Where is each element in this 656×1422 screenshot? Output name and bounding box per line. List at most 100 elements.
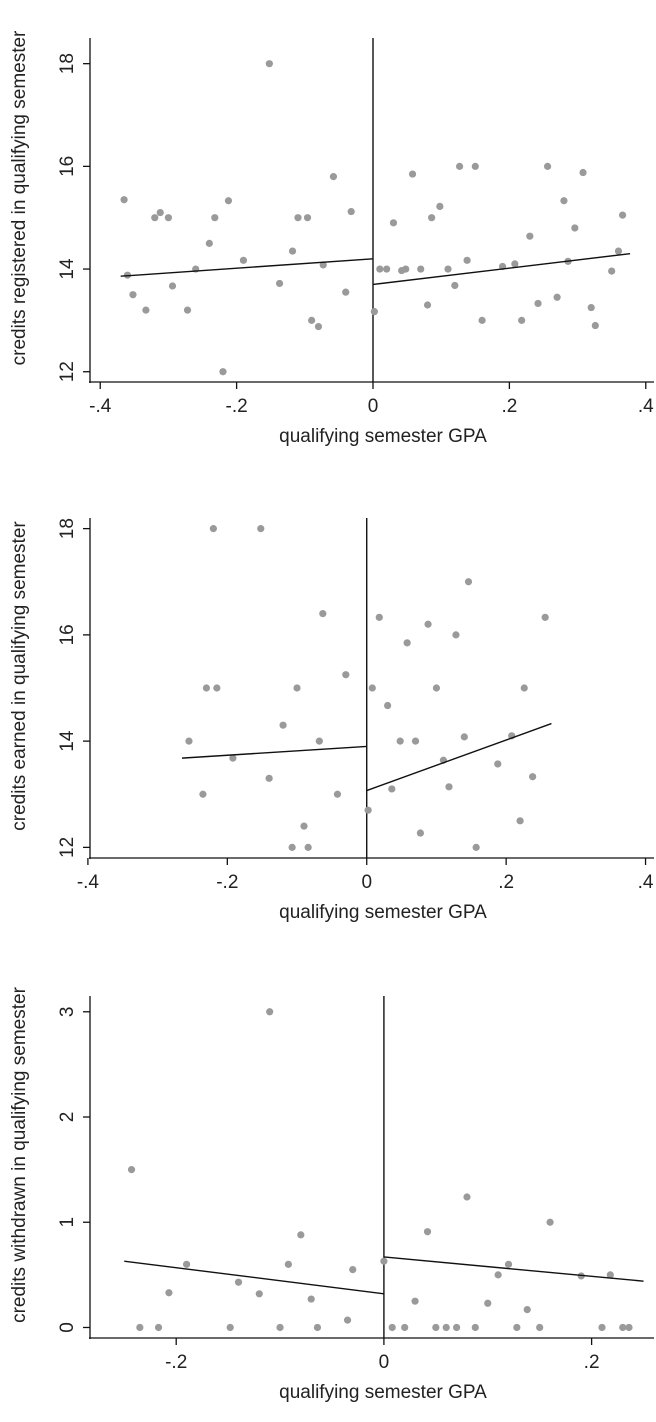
x-tick-label: -.4 [89,396,112,417]
fit-line-right [366,722,552,792]
x-tick-label: .2 [584,1352,600,1373]
data-point [432,684,441,692]
data-point [257,525,265,533]
data-point [463,1193,471,1201]
data-point [211,214,219,222]
x-axis-title: qualifying semester GPA [279,1382,487,1403]
data-point [284,1260,292,1268]
data-point [383,265,391,273]
data-point [471,1323,479,1332]
y-tick-label: 16 [57,156,78,177]
data-point [452,631,460,639]
data-point [293,684,301,692]
fit-line-left [120,258,374,277]
x-tick-label: .4 [638,396,654,417]
data-point [526,232,534,240]
y-tick-label: 2 [57,1112,78,1123]
data-point [154,1323,163,1332]
fit-line-left [124,1260,384,1295]
data-point [347,207,355,216]
data-point [625,1323,633,1332]
chart-panel-3: 0 1 2 3 -.2 0 .2 qualifying semester GPA credits… [9,986,654,1403]
data-point [402,265,410,273]
data-point [432,1323,440,1332]
data-point [451,281,459,290]
data-point [142,306,150,314]
y-tick-label: 12 [57,361,78,382]
data-point [411,1297,419,1305]
data-point [608,267,616,275]
y-tick-label: 1 [57,1217,78,1228]
data-point [442,1323,450,1332]
data-point [156,208,164,217]
data-point [494,1271,502,1279]
data-point [445,783,453,791]
data-point [294,214,302,222]
data-point [518,316,526,324]
data-point [279,721,287,729]
data-point [182,1260,191,1268]
data-point [416,829,424,837]
data-point [408,170,417,178]
data-point [494,760,502,768]
data-point [349,1266,357,1274]
data-point [219,368,227,376]
data-point [472,843,480,851]
data-point [396,737,404,745]
data-point [266,1008,274,1016]
y-tick-label: 3 [57,1006,78,1017]
data-point [403,639,411,647]
data-point [424,620,432,628]
data-point [546,1218,554,1226]
data-point [587,303,595,312]
data-point [151,214,159,222]
data-point [401,1323,409,1332]
data-point [313,1323,322,1332]
data-point [536,1323,544,1332]
data-point [329,173,338,181]
data-point [370,308,378,316]
data-point [560,197,568,205]
data-point [333,790,342,798]
data-point [307,1295,315,1303]
data-point [224,197,233,205]
data-point [319,610,327,618]
data-point [229,754,237,762]
data-point [319,261,327,269]
data-point [534,299,542,308]
data-point [436,202,444,211]
x-tick-label: .4 [638,872,654,893]
y-axis-title: credits earned in qualifying semester [9,521,30,831]
data-point [571,224,579,232]
x-tick-label: .2 [501,396,517,417]
x-tick-label: .2 [498,872,514,893]
data-point [183,306,192,314]
data-point [239,256,248,264]
data-point [343,1316,352,1324]
y-tick-label: 0 [57,1322,78,1333]
data-point [368,684,376,692]
data-point [129,291,137,299]
data-point [516,817,524,825]
x-tick-label: 0 [379,1352,390,1373]
data-point [308,316,316,324]
data-point [342,671,350,679]
x-axis-title: qualifying semester GPA [279,902,487,923]
x-axis-title: qualifying semester GPA [279,426,487,447]
data-point [164,214,173,222]
data-point [275,279,284,288]
data-point [423,301,432,309]
data-point [380,1257,388,1265]
data-point [136,1323,144,1332]
data-point [185,737,193,745]
data-point [618,211,627,219]
data-point [484,1299,492,1307]
data-point [226,1323,234,1332]
x-tick-label: -.2 [165,1352,187,1373]
data-point [265,60,273,68]
x-tick-label: -.2 [226,396,248,417]
data-point [417,265,425,273]
data-point [375,613,383,621]
data-point [297,1231,305,1239]
